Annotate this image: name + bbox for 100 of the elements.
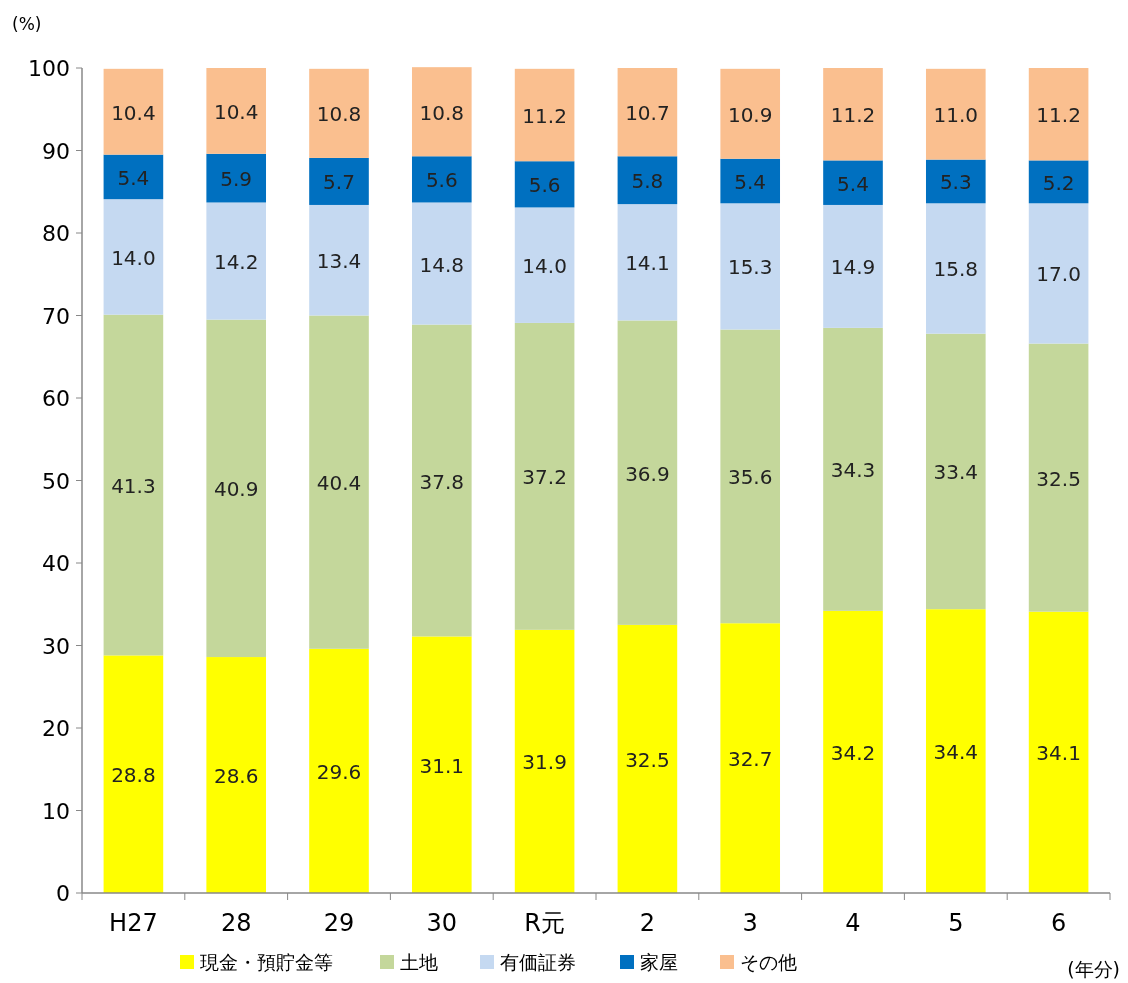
bar: [206, 68, 267, 154]
bar: [925, 68, 986, 160]
data-label: 11.2: [830, 103, 876, 128]
bar: [411, 202, 472, 325]
y-tick-label: 0: [56, 881, 70, 906]
data-label: 10.4: [213, 99, 259, 124]
bar: [1028, 611, 1089, 893]
data-label: 5.4: [117, 165, 150, 190]
data-label: 31.1: [419, 753, 465, 778]
data-label: 13.4: [316, 249, 362, 274]
bar: [514, 161, 575, 208]
bar: [720, 329, 781, 624]
bar: [720, 623, 781, 893]
data-label: 28.8: [111, 763, 156, 788]
bar: [925, 159, 986, 204]
data-label: 32.7: [727, 747, 773, 772]
legend-label: 家屋: [640, 951, 678, 973]
data-label: 32.5: [1036, 466, 1081, 491]
bar: [925, 203, 986, 334]
bar: [411, 636, 472, 893]
data-label: 33.4: [933, 460, 979, 485]
bar: [720, 203, 781, 330]
data-label: 10.4: [111, 100, 156, 125]
data-label: 14.0: [522, 254, 567, 279]
bar: [617, 156, 678, 205]
data-label: 34.4: [933, 740, 979, 765]
x-axis-title: (年分): [1067, 958, 1120, 980]
data-label: 15.3: [727, 255, 773, 280]
legend-label: 土地: [400, 951, 438, 973]
data-label: 28.6: [213, 764, 259, 789]
data-label: 5.2: [1042, 170, 1075, 195]
data-label: 11.2: [522, 104, 567, 129]
x-tick-label: 29: [323, 909, 355, 937]
bar: [206, 657, 267, 893]
bar: [206, 319, 267, 658]
bar: [720, 158, 781, 204]
bar: [823, 68, 883, 161]
bar: [925, 333, 986, 610]
data-label: 35.6: [727, 465, 773, 490]
y-tick-label: 50: [42, 468, 70, 494]
y-tick-label: 90: [42, 138, 70, 164]
bar: [103, 199, 164, 315]
data-label: 41.3: [111, 474, 156, 499]
x-tick-label: 5: [948, 909, 964, 937]
legend-label: 有価証券: [500, 951, 576, 973]
data-label: 14.2: [213, 250, 259, 275]
bar: [309, 315, 369, 649]
y-tick-label: 100: [28, 56, 70, 81]
data-label: 14.1: [625, 251, 670, 276]
bar: [617, 320, 678, 625]
data-label: 11.2: [1036, 103, 1081, 128]
data-label: 10.8: [316, 102, 362, 127]
data-label: 34.2: [830, 740, 876, 765]
data-label: 17.0: [1036, 262, 1081, 287]
data-label: 40.9: [213, 477, 259, 502]
data-label: 5.6: [528, 173, 561, 198]
bar: [206, 153, 267, 203]
data-label: 5.4: [837, 171, 869, 196]
data-label: 37.8: [419, 469, 465, 494]
data-label: 5.3: [939, 170, 972, 195]
bar: [925, 609, 986, 893]
data-label: 32.5: [625, 747, 670, 772]
data-label: 5.8: [631, 169, 664, 194]
x-tick-label: 6: [1050, 909, 1067, 937]
bar: [514, 322, 575, 630]
data-label: 36.9: [625, 461, 670, 486]
bar: [411, 324, 472, 637]
x-tick-label: 28: [220, 909, 252, 937]
data-label: 10.7: [625, 101, 670, 126]
data-label: 14.9: [830, 255, 876, 280]
x-tick-label: 30: [426, 909, 458, 937]
y-axis-title: (%): [12, 14, 42, 34]
data-label: 14.8: [419, 252, 465, 277]
x-tick-label: R元: [524, 909, 565, 937]
bar: [823, 204, 883, 328]
data-label: 5.4: [734, 170, 767, 195]
data-label: 29.6: [316, 759, 362, 784]
x-tick-label: 4: [845, 909, 861, 937]
bar: [411, 156, 472, 203]
data-label: 14.0: [111, 245, 156, 270]
bar: [514, 207, 575, 323]
bar: [103, 314, 164, 656]
x-tick-label: 3: [742, 909, 758, 937]
legend-label: 現金・預貯金等: [200, 951, 333, 973]
data-label: 37.2: [522, 465, 567, 490]
bar: [309, 648, 369, 893]
y-tick-label: 20: [42, 716, 70, 741]
bar: [617, 68, 678, 157]
bar: [514, 68, 575, 162]
data-label: 10.9: [727, 102, 773, 127]
bar: [309, 68, 369, 158]
bar: [1028, 68, 1089, 161]
y-tick-label: 60: [42, 386, 70, 411]
bar: [823, 327, 883, 611]
bar: [1028, 203, 1089, 344]
data-label: 5.6: [425, 168, 458, 193]
y-tick-label: 80: [42, 221, 70, 246]
y-tick-label: 40: [42, 551, 70, 576]
data-label: 15.8: [933, 257, 979, 282]
bar: [103, 154, 164, 200]
